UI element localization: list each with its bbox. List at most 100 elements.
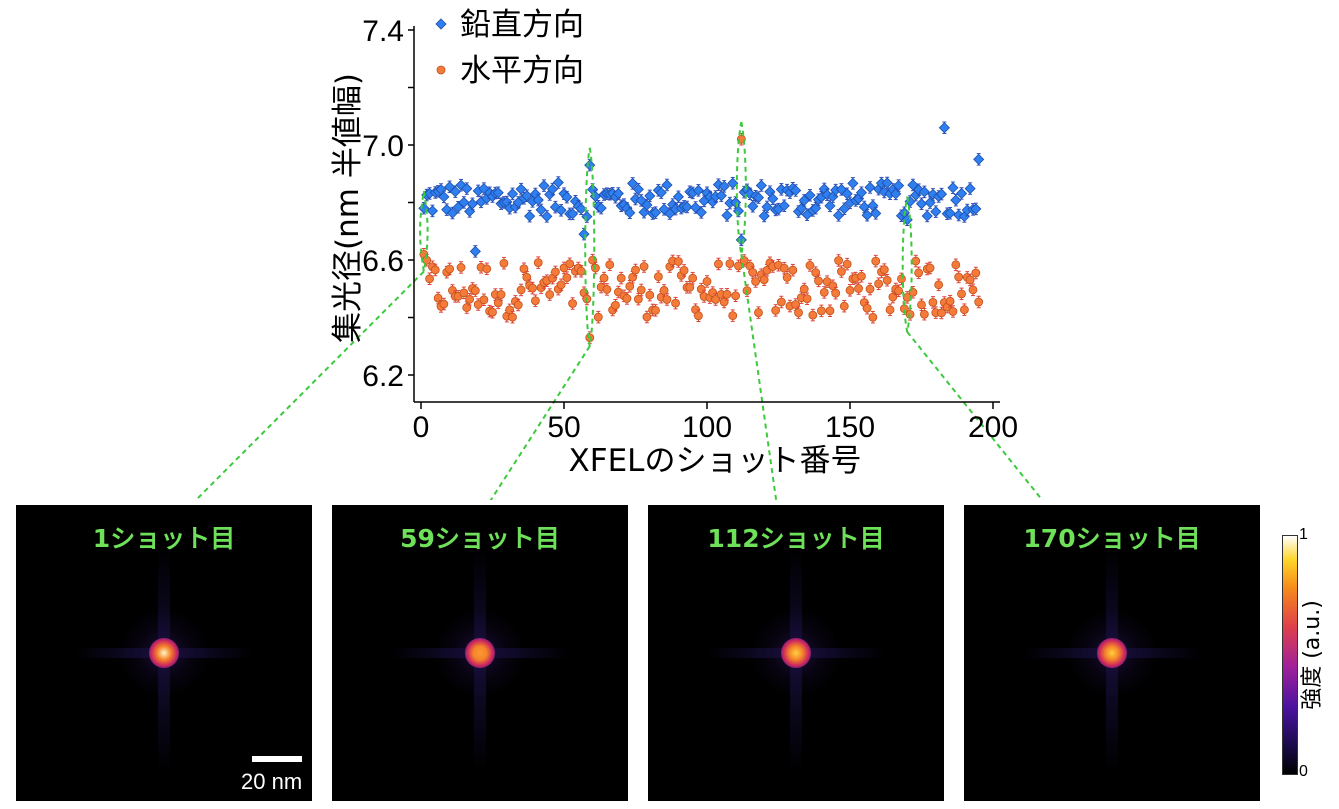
vertical-point xyxy=(970,203,982,215)
vertical-point xyxy=(595,202,607,214)
horizontal-point xyxy=(679,266,689,275)
vertical-point xyxy=(695,206,707,218)
vertical-point xyxy=(855,187,868,199)
horizontal-point xyxy=(974,297,984,307)
vertical-point xyxy=(761,201,773,213)
vertical-point xyxy=(921,210,933,222)
guide-lines xyxy=(194,121,1044,500)
horizontal-point xyxy=(948,307,958,316)
horizontal-point xyxy=(462,303,472,312)
x-tick-label: 150 xyxy=(825,411,875,444)
vertical-point xyxy=(790,184,802,197)
horizontal-point xyxy=(954,272,964,282)
vertical-point xyxy=(798,194,810,206)
legend-label-horizontal: 水平方向 xyxy=(460,53,584,89)
vertical-point xyxy=(641,199,653,211)
vertical-point xyxy=(581,211,593,223)
vertical-point xyxy=(841,188,853,200)
horizontal-point xyxy=(565,259,575,269)
guide-line xyxy=(906,331,1044,500)
legend-marker-vertical xyxy=(435,18,447,30)
horizontal-point xyxy=(605,260,615,270)
horizontal-point xyxy=(919,309,929,319)
vertical-point xyxy=(755,179,767,192)
vertical-point xyxy=(578,228,590,240)
horizontal-point xyxy=(470,286,480,296)
vertical-point xyxy=(541,210,553,222)
horizontal-point xyxy=(430,265,440,275)
vertical-point xyxy=(947,182,959,194)
horizontal-point xyxy=(645,290,655,300)
horizontal-point xyxy=(754,308,763,317)
horizontal-point xyxy=(659,286,669,295)
horizontal-point xyxy=(759,275,769,285)
vertical-point xyxy=(721,209,733,221)
chart-marks xyxy=(418,121,985,344)
horizontal-point xyxy=(439,299,449,309)
horizontal-point xyxy=(965,275,975,285)
horizontal-point xyxy=(865,284,875,294)
vertical-point xyxy=(689,201,702,214)
x-tick-label: 0 xyxy=(413,411,430,444)
panel-shot-1: 1ショット目 20 nm xyxy=(16,505,312,801)
vertical-point xyxy=(552,176,564,189)
legend-marker-horizontal xyxy=(436,65,446,75)
guide-oval xyxy=(735,121,747,255)
vertical-point xyxy=(649,207,662,219)
vertical-point xyxy=(506,188,519,200)
vertical-point xyxy=(466,198,479,210)
horizontal-point xyxy=(531,296,540,306)
horizontal-point xyxy=(591,263,600,273)
vertical-point xyxy=(681,201,693,213)
horizontal-point xyxy=(694,311,703,321)
horizontal-point xyxy=(805,261,815,270)
horizontal-point xyxy=(925,263,935,273)
horizontal-point xyxy=(688,273,698,283)
chart-axes: 6.2 6.6 7.0 7.4 0 50 100 150 200 XFELのショット番号 集光径(n… xyxy=(330,7,1018,479)
vertical-point xyxy=(758,210,770,222)
horizontal-point xyxy=(662,295,672,304)
vertical-point xyxy=(824,200,836,212)
horizontal-point xyxy=(639,262,649,271)
vertical-point xyxy=(964,183,976,195)
horizontal-point xyxy=(802,294,812,304)
horizontal-point xyxy=(934,280,944,290)
horizontal-point xyxy=(482,264,492,274)
horizontal-point xyxy=(917,300,926,310)
horizontal-point xyxy=(671,298,680,308)
horizontal-point xyxy=(513,300,523,310)
horizontal-point xyxy=(593,312,603,322)
vertical-point xyxy=(624,207,636,219)
horizontal-point xyxy=(456,263,466,272)
vertical-point xyxy=(567,208,579,220)
horizontal-point xyxy=(908,287,918,297)
vertical-point xyxy=(752,191,765,204)
vertical-point xyxy=(612,187,624,200)
vertical-point xyxy=(732,205,745,217)
legend-label-vertical: 鉛直方向 xyxy=(460,7,584,43)
vertical-point xyxy=(458,196,470,208)
vertical-point xyxy=(715,190,727,202)
horizontal-point xyxy=(779,263,789,273)
horizontal-point xyxy=(533,258,543,268)
horizontal-point xyxy=(465,294,475,304)
horizontal-point xyxy=(771,306,781,315)
horizontal-point xyxy=(842,259,852,269)
vertical-point xyxy=(950,194,962,206)
horizontal-point xyxy=(868,312,878,322)
horizontal-point xyxy=(871,256,881,266)
x-axis-label: XFELのショット番号 xyxy=(569,443,862,479)
vertical-point xyxy=(930,206,942,218)
y-tick-label: 7.4 xyxy=(362,15,404,48)
horizontal-point xyxy=(653,272,663,282)
focus-spot xyxy=(465,638,495,668)
guide-oval xyxy=(419,190,429,272)
vertical-point xyxy=(718,180,730,192)
horizontal-point xyxy=(748,268,758,277)
horizontal-point xyxy=(636,285,646,295)
horizontal-point xyxy=(817,306,826,316)
vertical-point xyxy=(449,186,461,198)
panel-title: 59ショット目 xyxy=(400,524,560,553)
horizontal-point xyxy=(819,287,829,297)
horizontal-point xyxy=(837,267,846,276)
